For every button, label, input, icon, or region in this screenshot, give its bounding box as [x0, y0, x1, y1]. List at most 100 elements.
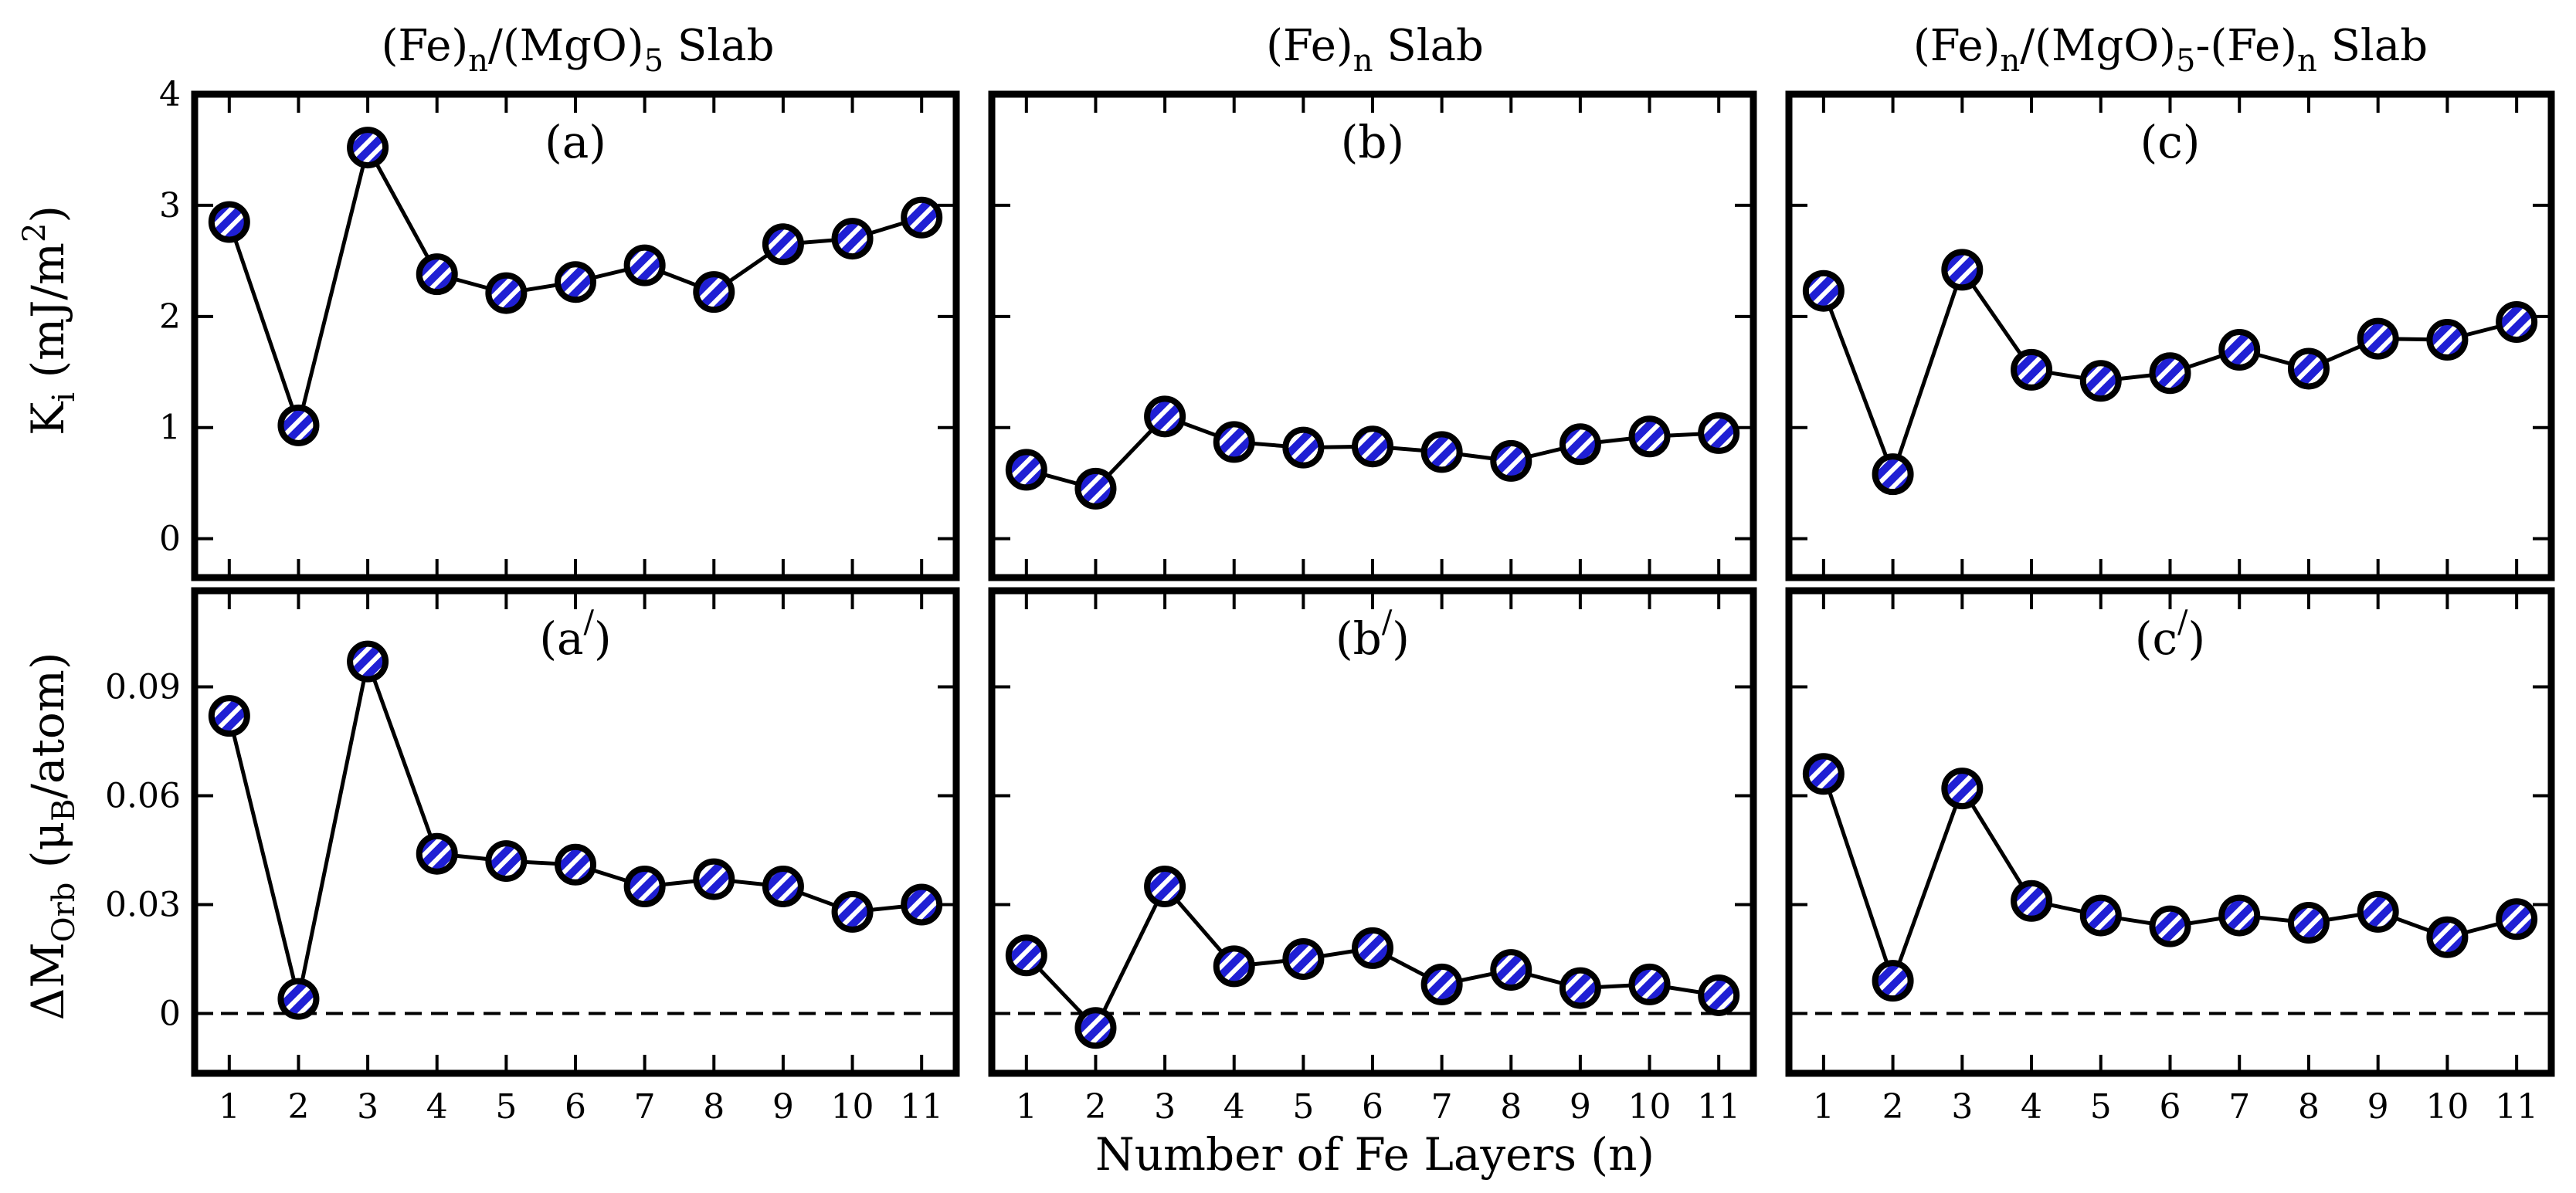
data-point [693, 858, 735, 900]
data-point [1282, 426, 1325, 469]
x-tick-label: 4 [2021, 1087, 2042, 1127]
series-line [227, 654, 922, 1000]
data-point [2496, 898, 2538, 941]
data-point [1144, 865, 1186, 907]
x-tick-label: 4 [1224, 1087, 1245, 1127]
data-point [416, 832, 458, 875]
data-point [2357, 890, 2399, 933]
data-point [1872, 960, 1914, 1002]
data-point [1213, 421, 1255, 463]
panel-3: 0 0.03 0.06 0.09 1 2 3 4 5 6 7 8 9 10 11 (a/) [105, 587, 960, 1127]
panel-2: (c) [1785, 90, 2555, 581]
data-point [2426, 916, 2469, 958]
data-point [1005, 934, 1047, 977]
data-point [1941, 249, 1984, 291]
data-point [2011, 879, 2053, 922]
y-axis-label-ki: Ki (mJ/m2) [17, 205, 82, 436]
y-tick-label: 0.06 [105, 777, 181, 816]
x-tick-label: 2 [1882, 1087, 1904, 1127]
data-point [1559, 967, 1601, 1009]
x-tick-label: 10 [1628, 1087, 1672, 1127]
data-point [2287, 901, 2330, 944]
x-tick-label: 6 [2160, 1087, 2181, 1127]
data-point [1420, 963, 1463, 1005]
data-point [1282, 937, 1325, 980]
data-point [2218, 328, 2261, 371]
y-tick-label: 0.03 [105, 885, 181, 924]
panel-1: (b) [988, 90, 1757, 581]
data-point [693, 271, 735, 314]
data-point [1559, 423, 1601, 466]
x-tick-label: 1 [1813, 1087, 1834, 1127]
x-tick-label: 3 [1154, 1087, 1176, 1127]
x-tick-label: 10 [2425, 1087, 2469, 1127]
data-point [2149, 905, 2191, 947]
data-point [762, 223, 804, 266]
x-tick-label: 10 [831, 1087, 874, 1127]
data-point [2357, 317, 2399, 360]
data-point [2149, 352, 2191, 395]
data-point [2287, 347, 2330, 390]
panel-label: (c/) [2135, 605, 2205, 665]
x-tick-label: 7 [2228, 1087, 2250, 1127]
data-point [208, 201, 250, 243]
x-tick-label: 5 [1292, 1087, 1314, 1127]
data-point [555, 843, 596, 886]
data-point [1490, 949, 1532, 991]
data-point [277, 978, 320, 1020]
x-tick-label: 1 [1016, 1087, 1037, 1127]
data-point [485, 272, 528, 314]
panel-frame [988, 587, 1757, 1077]
data-point [901, 196, 943, 239]
y-tick-label: 0.09 [105, 668, 181, 707]
data-point [762, 865, 804, 907]
x-tick-label: 8 [2298, 1087, 2320, 1127]
data-point [208, 695, 250, 737]
x-tick-label: 11 [1697, 1087, 1740, 1127]
x-axis-label: Number of Fe Layers (n) [1095, 1128, 1655, 1181]
x-tick-label: 6 [565, 1087, 586, 1127]
data-point [1074, 1007, 1117, 1049]
column-title-a: (Fe)n/(MgO)5 Slab [382, 21, 775, 79]
data-point [1074, 467, 1117, 510]
x-tick-label: 9 [2367, 1087, 2389, 1127]
x-tick-label: 3 [357, 1087, 378, 1127]
panel-4: 1 2 3 4 5 6 7 8 9 10 11 (b/) [988, 587, 1757, 1127]
data-point [1628, 963, 1671, 1005]
x-tick-label: 6 [1362, 1087, 1383, 1127]
data-point [831, 890, 874, 933]
x-tick-label: 9 [1570, 1087, 1591, 1127]
y-tick-label: 3 [159, 186, 181, 225]
data-point [623, 244, 666, 286]
x-tick-label: 9 [772, 1087, 794, 1127]
panel-5: 1 2 3 4 5 6 7 8 9 10 11 (c/) [1785, 587, 2555, 1127]
y-tick-label: 1 [159, 408, 181, 448]
x-tick-label: 1 [219, 1087, 240, 1127]
data-point [831, 218, 874, 260]
data-point [347, 127, 389, 169]
panel-frame [191, 587, 960, 1077]
x-tick-label: 8 [1500, 1087, 1522, 1127]
data-point [1628, 415, 1671, 458]
x-tick-label: 7 [1431, 1087, 1453, 1127]
data-point [347, 640, 389, 683]
panel-frame [191, 90, 960, 581]
panel-label: (c) [2140, 116, 2201, 168]
data-point [1005, 449, 1047, 491]
y-tick-label: 4 [159, 75, 181, 114]
column-title-c: (Fe)n/(MgO)5-(Fe)n Slab [1913, 21, 2428, 79]
x-tick-label: 3 [1951, 1087, 1973, 1127]
data-point [1698, 974, 1740, 1016]
data-point [1420, 431, 1463, 473]
x-tick-label: 11 [2495, 1087, 2538, 1127]
panel-label: (b) [1341, 116, 1404, 168]
y-axis-label-dmorb: ΔMOrb (μB/atom) [22, 652, 82, 1021]
data-point [416, 253, 458, 296]
x-tick-label: 2 [1084, 1087, 1106, 1127]
data-point [555, 261, 596, 303]
data-point [1144, 395, 1186, 438]
data-point [623, 865, 666, 907]
data-point [1352, 425, 1393, 468]
panel-0: 0 1 2 3 4 (a) [159, 75, 960, 581]
x-tick-label: 5 [495, 1087, 517, 1127]
